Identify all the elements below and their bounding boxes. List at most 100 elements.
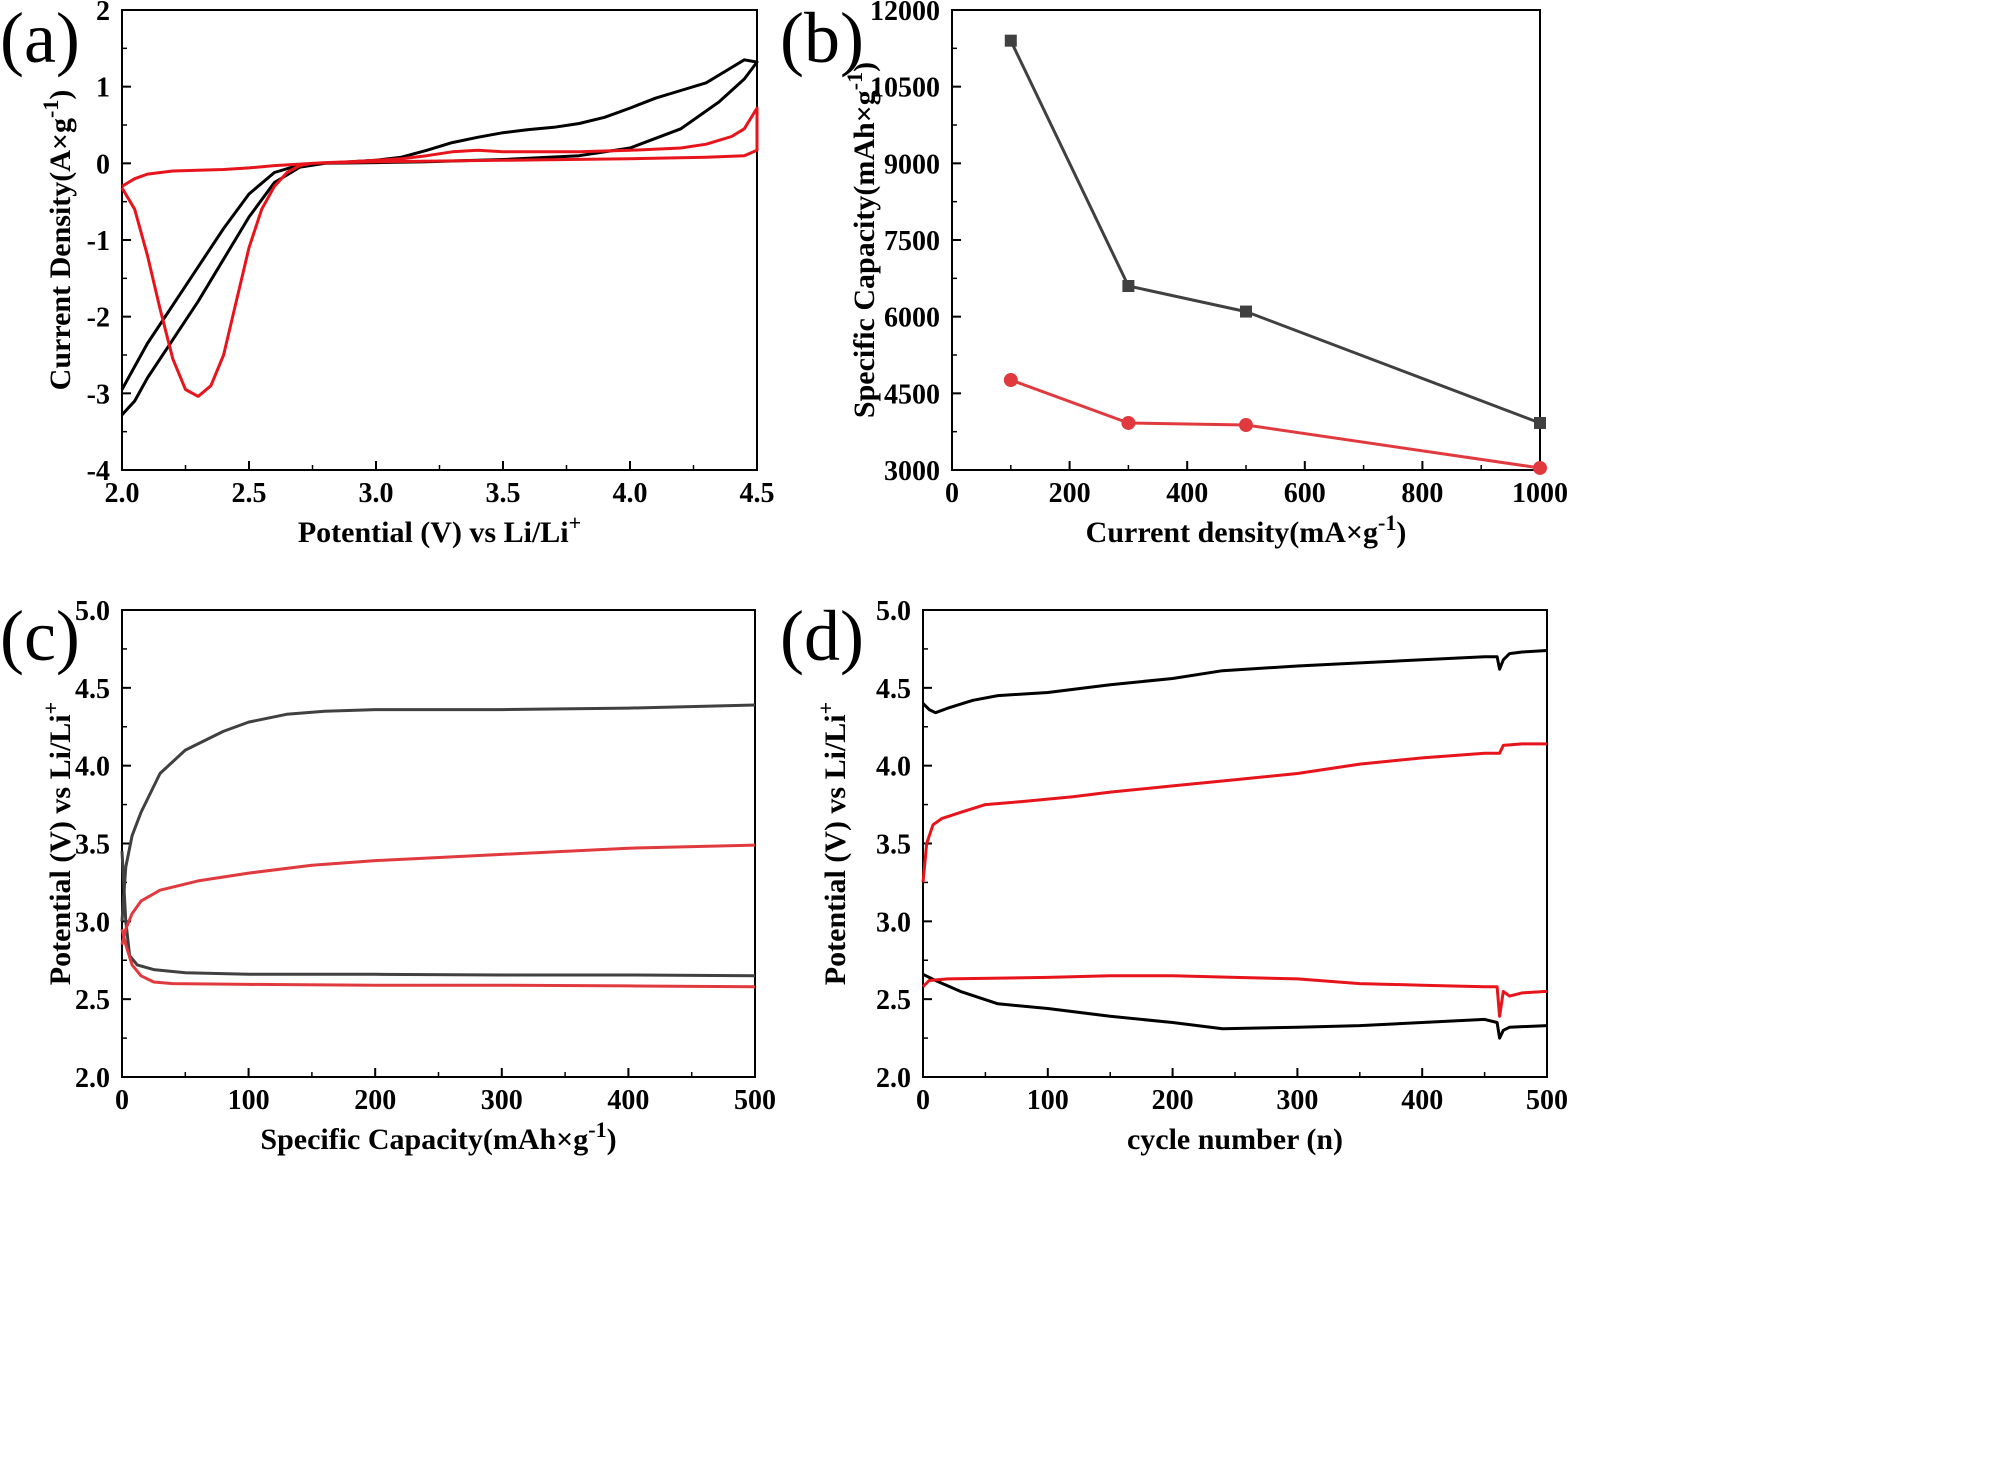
data-point: [1121, 415, 1136, 430]
x-tick-label: 300: [481, 1085, 523, 1116]
x-axis-title: Potential (V) vs Li/Li+: [298, 510, 581, 549]
x-tick-label: 500: [1526, 1085, 1568, 1116]
y-tick-label: 3.0: [75, 907, 110, 938]
y-tick-label: 2.5: [75, 985, 110, 1016]
series-line-super-p: [921, 649, 1548, 715]
x-tick-label: 200: [1152, 1085, 1194, 1116]
y-tick-label: 3000: [884, 456, 940, 487]
x-axis-title: cycle number (n): [1127, 1123, 1343, 1156]
x-tick-label: 3.0: [359, 478, 394, 509]
panel-d: (d) 0 100 200 300 400 500 2.0 2.5 3.0 3.5 4.0 4.5 5.0…: [780, 596, 1568, 1156]
series-line-mno: [120, 106, 759, 398]
y-tick-label: 4.5: [876, 674, 911, 705]
y-tick-label: -4: [87, 456, 110, 487]
plot-frame: [951, 9, 1541, 471]
y-axis-title-end: ): [44, 90, 77, 100]
panel-b: (b) 0 200 400 600 800 1000 3000 4500 6000 7500 9000…: [780, 0, 1568, 549]
panel-c: (c) 0 100 200 300 400 500 2.0 2.5 3.0 3.5 4.0 4.5 5.0…: [0, 596, 776, 1156]
x-tick-label: 1000: [1512, 478, 1568, 509]
panel-label: (d): [780, 596, 864, 676]
y-axis-title-main: Potential (V) vs Li/Li: [819, 714, 852, 985]
y-axis-title-main: Potential (V) vs Li/Li: [44, 714, 77, 985]
panel-label: (b): [780, 0, 864, 78]
series-line-mno: [921, 742, 1547, 883]
y-tick-label: 2.0: [75, 1063, 110, 1094]
x-tick-label: 200: [1049, 478, 1091, 509]
x-tick-label: 100: [1027, 1085, 1069, 1116]
x-axis-title-main: Potential (V) vs Li/Li: [298, 516, 569, 549]
y-axis-title: Potential (V) vs Li/Li+: [38, 702, 77, 985]
y-axis-title-main: Current Density(A×g: [44, 118, 77, 390]
x-tick-label: 2.0: [105, 478, 140, 509]
y-tick-label: 2.5: [876, 985, 911, 1016]
x-tick-label: 4.5: [740, 478, 775, 509]
y-tick-label: 10500: [870, 73, 940, 104]
y-tick-label: 1: [96, 73, 110, 104]
x-tick-label: 0: [916, 1085, 930, 1116]
x-axis-title-main: Current density(mA×g: [1086, 516, 1378, 549]
series-line-mno-discharge: [921, 974, 1548, 1018]
panel-label: (c): [0, 596, 80, 676]
y-tick-label: -3: [87, 379, 110, 410]
y-axis-title-end: ): [848, 62, 881, 72]
data-point: [1240, 305, 1252, 318]
series-line-mno: [1010, 378, 1541, 470]
x-axis-title-end: ): [607, 1123, 617, 1156]
x-tick-label: 400: [1166, 478, 1208, 509]
x-axis-title-end: ): [1396, 516, 1406, 549]
y-tick-label: 2.0: [876, 1063, 911, 1094]
data-point: [1122, 280, 1135, 292]
y-tick-label: 2: [96, 0, 110, 27]
x-axis-title-main: cycle number (n): [1127, 1123, 1343, 1156]
y-axis-title-sup: -1: [38, 100, 63, 118]
y-axis-title-sup: -1: [842, 72, 867, 90]
x-tick-label: 2.5: [232, 478, 267, 509]
y-tick-label: 3.0: [876, 907, 911, 938]
x-axis-title-sup: -1: [1378, 510, 1396, 535]
series-line-super-p: [120, 58, 759, 416]
panel-label: (a): [0, 0, 80, 78]
x-axis-title-sup: +: [569, 510, 582, 535]
y-axis-title-main: Specific Capacity(mAh×g: [848, 90, 881, 418]
x-tick-label: 0: [945, 478, 959, 509]
x-tick-label: 100: [228, 1085, 270, 1116]
plot-frame: [121, 609, 756, 1078]
y-tick-label: 0: [96, 149, 110, 180]
y-axis-title: Current Density(A×g-1): [38, 90, 77, 391]
y-tick-label: 7500: [884, 226, 940, 257]
x-axis-title-sup: -1: [588, 1117, 606, 1142]
x-axis-title: Specific Capacity(mAh×g-1): [260, 1117, 616, 1156]
y-tick-label: 4.5: [75, 674, 110, 705]
x-tick-label: 800: [1401, 478, 1443, 509]
x-tick-label: 3.5: [486, 478, 521, 509]
x-tick-label: 600: [1284, 478, 1326, 509]
x-axis-title: Current density(mA×g-1): [1086, 510, 1407, 549]
y-tick-label: 6000: [884, 303, 940, 334]
y-tick-label: 4.0: [876, 752, 911, 783]
series-line-super-p-discharge: [120, 851, 756, 978]
y-tick-label: 3.5: [876, 830, 911, 861]
x-tick-label: 400: [1401, 1085, 1443, 1116]
y-axis-title: Potential (V) vs Li/Li+: [813, 702, 852, 985]
panel-a: (a) 2.0 2.5 3.0 3.5 4.0 4.5 -4 -3 -2 -1 0 1 2 Potentia…: [0, 0, 775, 549]
x-tick-label: 400: [607, 1085, 649, 1116]
x-tick-label: 0: [115, 1085, 129, 1116]
series-line-super-p-discharge: [922, 972, 1548, 1040]
data-point: [1003, 373, 1018, 388]
y-tick-label: 12000: [870, 0, 940, 27]
y-tick-label: 4.0: [75, 752, 110, 783]
data-point: [1533, 460, 1547, 475]
y-tick-label: 4500: [884, 379, 940, 410]
series-line-mno: [120, 843, 756, 946]
y-tick-label: 3.5: [75, 830, 110, 861]
x-axis-title-main: Specific Capacity(mAh×g: [260, 1123, 588, 1156]
y-tick-label: 5.0: [876, 596, 911, 627]
y-axis-title-sup: +: [38, 702, 63, 715]
y-tick-label: -1: [87, 226, 110, 257]
y-axis-title-sup: +: [813, 702, 838, 715]
y-tick-label: -2: [87, 303, 110, 334]
y-tick-label: 9000: [884, 149, 940, 180]
x-tick-label: 200: [354, 1085, 396, 1116]
series-line-super-p: [120, 703, 756, 922]
